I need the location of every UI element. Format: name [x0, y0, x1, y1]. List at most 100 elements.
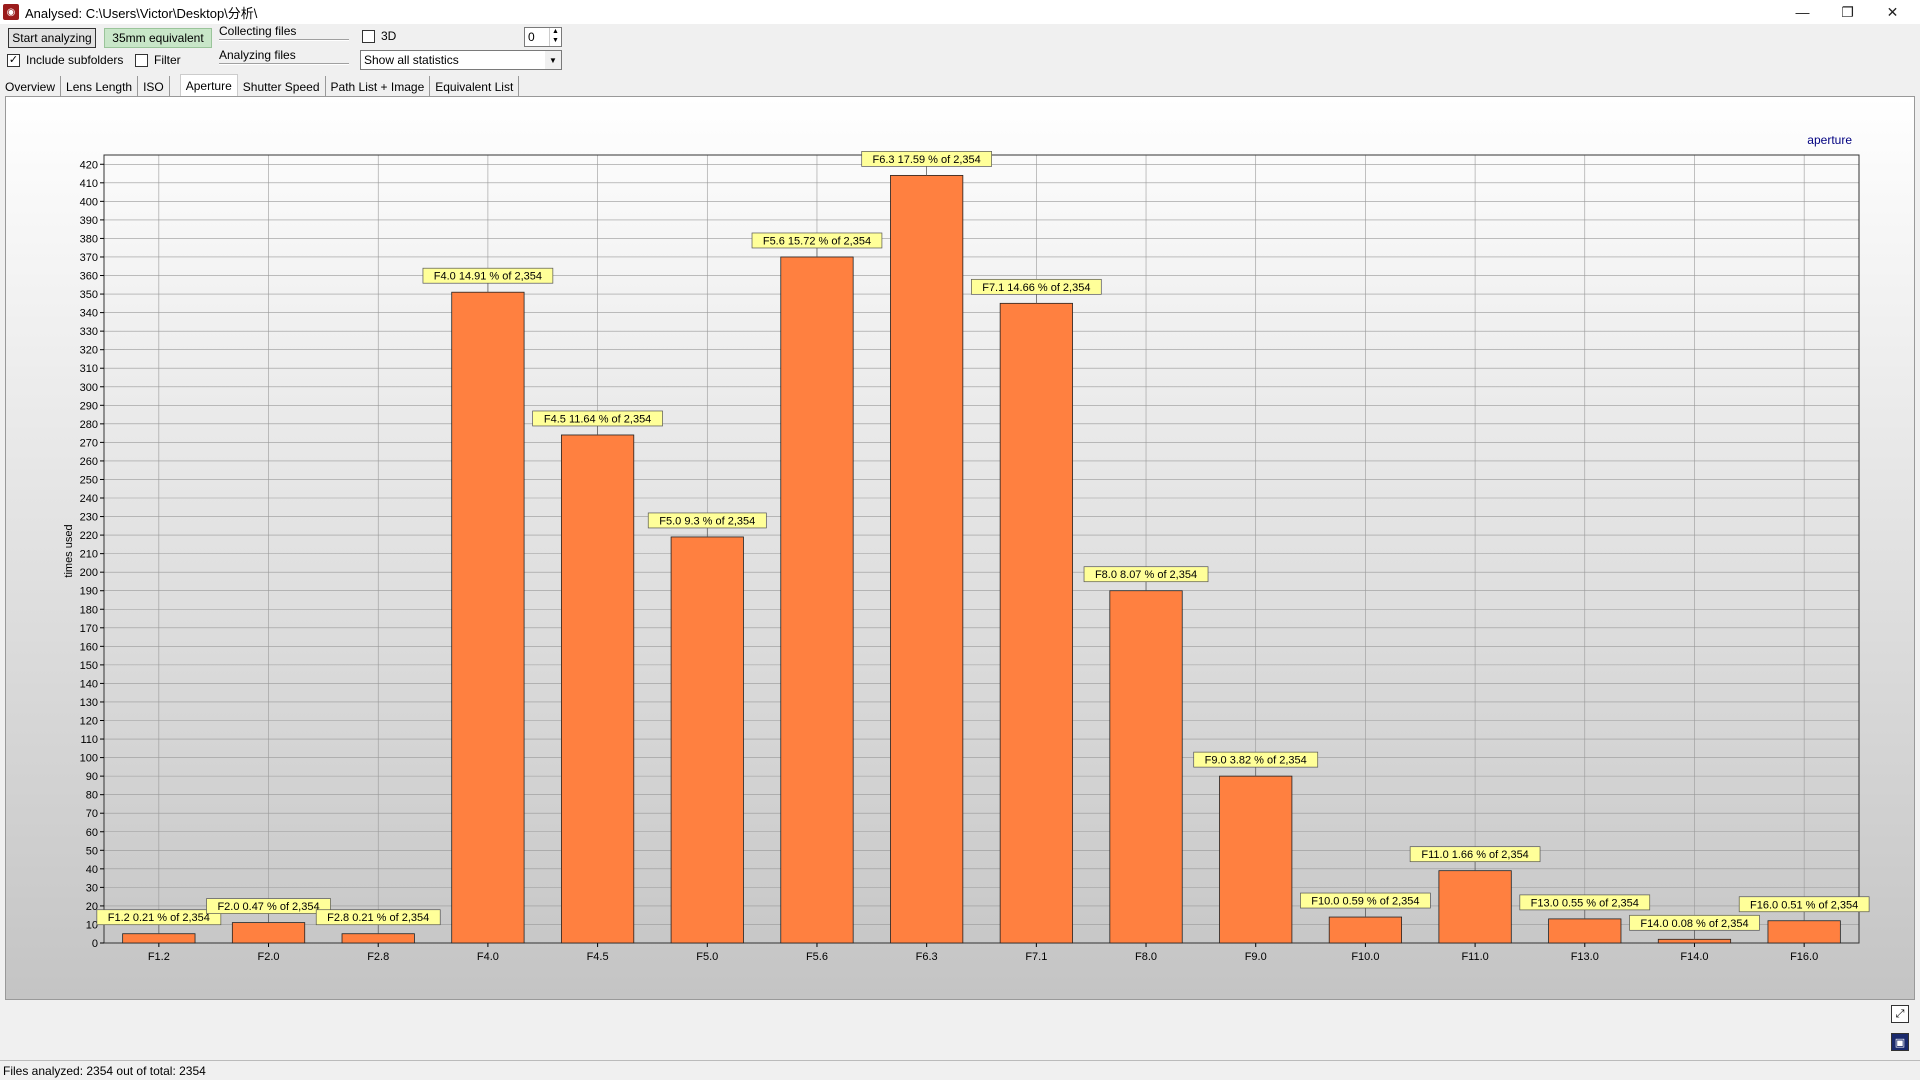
collecting-files-label: Collecting files: [219, 24, 297, 38]
data-label: F2.0 0.47 % of 2,354: [217, 901, 319, 913]
y-tick-label: 180: [80, 604, 98, 616]
include-subfolders-checkbox[interactable]: ✓ Include subfolders: [7, 53, 123, 67]
data-label: F7.1 14.66 % of 2,354: [982, 282, 1090, 294]
chart-grid: [104, 155, 1859, 944]
window-title: Analysed: C:\Users\Victor\Desktop\分析\: [25, 5, 258, 21]
spinner-value: 0: [528, 30, 535, 44]
bar-f11-0: [1438, 870, 1512, 944]
y-axis-label: times used: [63, 524, 75, 577]
chart-axes: 0 10 20 30 40 50 60 70 80 90 100 110 120 130 140 150 160…: [80, 154, 1860, 963]
chart-bars: [122, 174, 1841, 944]
chevron-down-icon[interactable]: ▼: [545, 51, 561, 69]
data-label: F4.5 11.64 % of 2,354: [544, 413, 651, 425]
data-label: F5.0 9.3 % of 2,354: [659, 515, 755, 527]
x-tick-label: F7.1: [1025, 951, 1047, 963]
y-tick-label: 100: [80, 753, 98, 765]
title-bar: ◉ Analysed: C:\Users\Victor\Desktop\分析\ …: [0, 0, 1920, 24]
data-label: F6.3 17.59 % of 2,354: [873, 154, 981, 166]
tab-overview[interactable]: Overview: [0, 76, 62, 96]
y-tick-label: 400: [80, 196, 98, 208]
close-button[interactable]: ✕: [1886, 3, 1899, 20]
3d-label: 3D: [381, 29, 397, 43]
statistics-select[interactable]: Show all statistics ▼: [360, 50, 562, 70]
toolbar: Start analyzing 35mm equivalent ✓ Includ…: [0, 24, 1920, 74]
data-label: F11.0 1.66 % of 2,354: [1421, 849, 1528, 861]
y-tick-label: 20: [86, 901, 98, 913]
y-tick-label: 200: [80, 567, 98, 579]
x-tick-label: F2.0: [258, 951, 280, 963]
bottom-panel: ⤢ ▣: [0, 1000, 1920, 1060]
x-tick-label: F9.0: [1245, 951, 1267, 963]
y-tick-label: 90: [86, 771, 98, 783]
y-tick-label: 250: [80, 474, 98, 486]
tab-lens-length[interactable]: Lens Length: [61, 76, 139, 96]
filter-checkbox[interactable]: Filter: [135, 53, 181, 67]
status-bar: Files analyzed: 2354 out of total: 2354: [0, 1060, 1920, 1080]
bar-f16-0: [1767, 920, 1841, 944]
chart-legend: aperture: [1807, 133, 1852, 147]
y-tick-label: 80: [86, 790, 98, 802]
spin-up-icon[interactable]: ▲: [549, 28, 561, 37]
bar-f4-5: [560, 434, 635, 944]
y-tick-label: 50: [86, 845, 98, 857]
tab-shutter-speed[interactable]: Shutter Speed: [238, 76, 326, 96]
bar-f8-0: [1109, 590, 1183, 944]
x-tick-label: F10.0: [1351, 951, 1379, 963]
x-tick-label: F16.0: [1790, 951, 1818, 963]
35mm-equivalent-button[interactable]: 35mm equivalent: [104, 28, 212, 48]
y-tick-label: 160: [80, 641, 98, 653]
y-tick-label: 320: [80, 345, 98, 357]
spin-down-icon[interactable]: ▼: [549, 37, 561, 46]
x-tick-label: F6.3: [916, 951, 938, 963]
start-analyzing-button[interactable]: Start analyzing: [8, 28, 96, 48]
y-tick-label: 150: [80, 660, 98, 672]
save-icon[interactable]: ▣: [1891, 1033, 1909, 1051]
x-tick-label: F11.0: [1461, 951, 1488, 963]
y-tick-label: 350: [80, 289, 98, 301]
data-label: F14.0 0.08 % of 2,354: [1640, 918, 1748, 930]
bar-f6-3: [890, 174, 964, 944]
data-label: F9.0 3.82 % of 2,354: [1205, 755, 1307, 767]
tab-bar: Overview Lens Length ISO Aperture Shutte…: [0, 74, 1920, 96]
bar-f13-0: [1548, 918, 1622, 944]
x-tick-label: F5.0: [696, 951, 718, 963]
y-tick-label: 70: [86, 808, 98, 820]
y-tick-label: 120: [80, 716, 98, 728]
restore-button[interactable]: ❐: [1841, 3, 1854, 20]
data-label: F16.0 0.51 % of 2,354: [1750, 899, 1858, 911]
value-spinner[interactable]: 0 ▲ ▼: [524, 27, 562, 47]
data-label: F8.0 8.07 % of 2,354: [1095, 569, 1197, 581]
y-tick-label: 330: [80, 326, 98, 338]
y-tick-label: 370: [80, 252, 98, 264]
tab-aperture[interactable]: Aperture: [179, 74, 238, 96]
y-tick-label: 220: [80, 530, 98, 542]
3d-checkbox[interactable]: 3D: [362, 29, 396, 43]
x-tick-label: F14.0: [1680, 951, 1708, 963]
tab-path-list-image[interactable]: Path List + Image: [326, 76, 431, 96]
y-tick-label: 0: [92, 938, 98, 950]
checkbox-checked-icon: ✓: [7, 53, 20, 67]
y-tick-label: 360: [80, 271, 98, 283]
y-tick-label: 230: [80, 512, 98, 524]
aperture-chart: 0 10 20 30 40 50 60 70 80 90 100 110 120 130 140 150 160…: [6, 97, 1914, 999]
bar-f10-0: [1328, 916, 1403, 944]
x-tick-label: F8.0: [1135, 951, 1157, 963]
y-tick-label: 270: [80, 437, 98, 449]
checkbox-unchecked-icon: [135, 53, 148, 67]
data-label: F2.8 0.21 % of 2,354: [327, 912, 429, 924]
camera-app-icon: ◉: [3, 4, 19, 20]
bar-f5-6: [780, 256, 854, 944]
bar-f5-0: [670, 536, 744, 944]
y-tick-label: 110: [80, 734, 98, 746]
x-tick-label: F4.0: [477, 951, 499, 963]
y-tick-label: 340: [80, 308, 98, 320]
expand-icon[interactable]: ⤢: [1891, 1005, 1909, 1023]
y-tick-label: 60: [86, 827, 98, 839]
bar-f2-0: [231, 922, 306, 944]
y-tick-label: 170: [80, 623, 98, 635]
y-tick-label: 260: [80, 456, 98, 468]
tab-equivalent-list[interactable]: Equivalent List: [430, 76, 520, 96]
tab-iso[interactable]: ISO: [138, 76, 170, 96]
y-tick-label: 240: [80, 493, 98, 505]
minimize-button[interactable]: —: [1795, 4, 1810, 20]
